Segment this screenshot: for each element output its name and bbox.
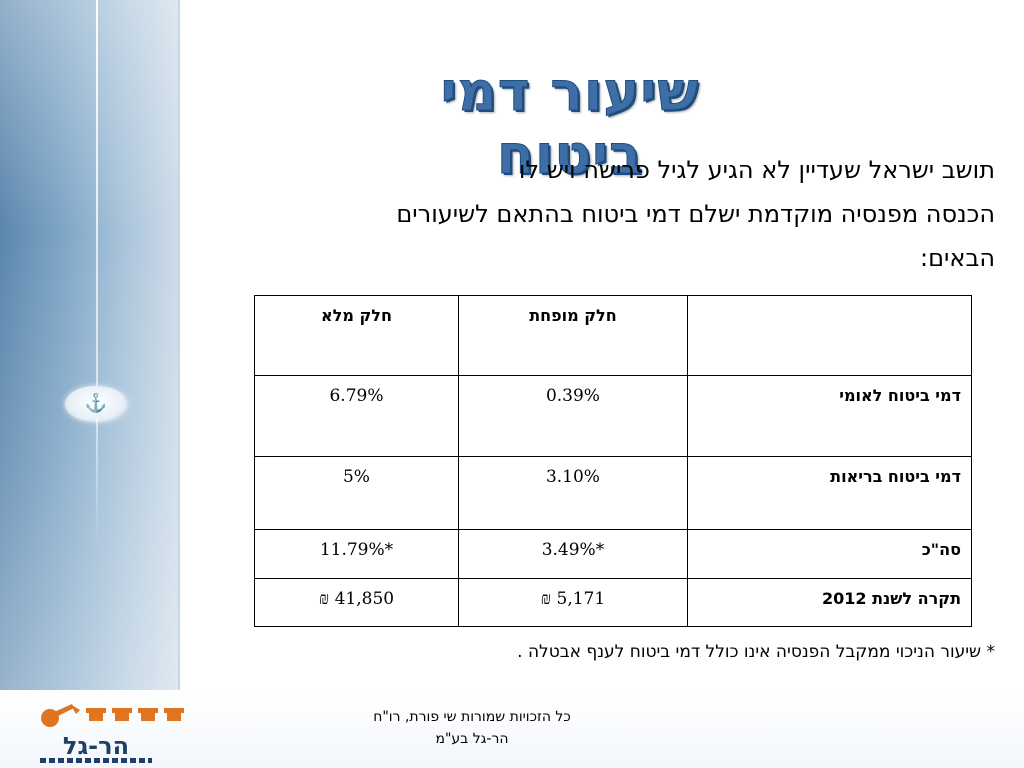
table-row: דמי ביטוח בריאות 3.10% 5% <box>254 455 973 531</box>
decorative-side-band: ⚓ <box>0 0 178 768</box>
reduced-value: 3.10% <box>457 455 688 531</box>
slide-title: שיעור דמי ביטוח <box>440 60 700 187</box>
header-full-part: חלק מלא <box>254 294 459 377</box>
row-label: תקרה לשנת 2012 <box>686 577 973 628</box>
full-value: 41,850 ₪ <box>254 577 459 628</box>
full-value: 5% <box>254 455 459 531</box>
row-label: דמי ביטוח בריאות <box>686 455 973 531</box>
logo-figures <box>86 708 184 721</box>
reduced-value: *3.49% <box>457 529 688 579</box>
intro-line: הכנסה מפנסיה מוקדמת ישלם דמי ביטוח בהתאם… <box>396 200 995 228</box>
side-band-sheen <box>0 0 178 768</box>
full-value: 6.79% <box>254 375 459 457</box>
table-header-row: חלק מופחת חלק מלא <box>254 294 973 377</box>
copyright-notice: כל הזכויות שמורות שי פורת, רו"ח הר-גל בע… <box>300 706 644 750</box>
insurance-rates-table: חלק מופחת חלק מלא דמי ביטוח לאומי 0.39% … <box>254 294 973 628</box>
table-row: תקרה לשנת 2012 5,171 ₪ 41,850 ₪ <box>254 577 973 628</box>
header-reduced-part: חלק מופחת <box>457 294 688 377</box>
logo-tagline-decoration <box>40 758 152 763</box>
intro-line: הבאים: <box>920 244 995 272</box>
header-label-cell <box>686 294 973 377</box>
decorative-thread <box>96 0 98 388</box>
full-value: *11.79% <box>254 529 459 579</box>
reduced-value: 5,171 ₪ <box>457 577 688 628</box>
table-row: דמי ביטוח לאומי 0.39% 6.79% <box>254 375 973 457</box>
bottom-band <box>0 690 1024 768</box>
reduced-value: 0.39% <box>457 375 688 457</box>
intro-paragraph: תושב ישראל שעדיין לא הגיע לגיל פרישה ויש… <box>200 148 995 280</box>
table-row: סה"כ *3.49% *11.79% <box>254 529 973 579</box>
footnote: * שיעור הניכוי ממקבל הפנסיה אינו כולל דמ… <box>517 642 995 662</box>
intro-line: תושב ישראל שעדיין לא הגיע לגיל פרישה ויש… <box>518 156 995 184</box>
copyright-line: כל הזכויות שמורות שי פורת, רו"ח <box>373 709 571 725</box>
row-label: דמי ביטוח לאומי <box>686 375 973 457</box>
row-label: סה"כ <box>686 529 973 579</box>
anchor-icon: ⚓ <box>65 386 127 422</box>
logo-orange-mark <box>41 704 80 727</box>
logo-name: הר-גל <box>62 732 130 760</box>
har-gal-logo-icon <box>41 704 184 727</box>
decorative-thread-lower <box>96 418 98 548</box>
copyright-line: הר-גל בע"מ <box>435 731 509 747</box>
